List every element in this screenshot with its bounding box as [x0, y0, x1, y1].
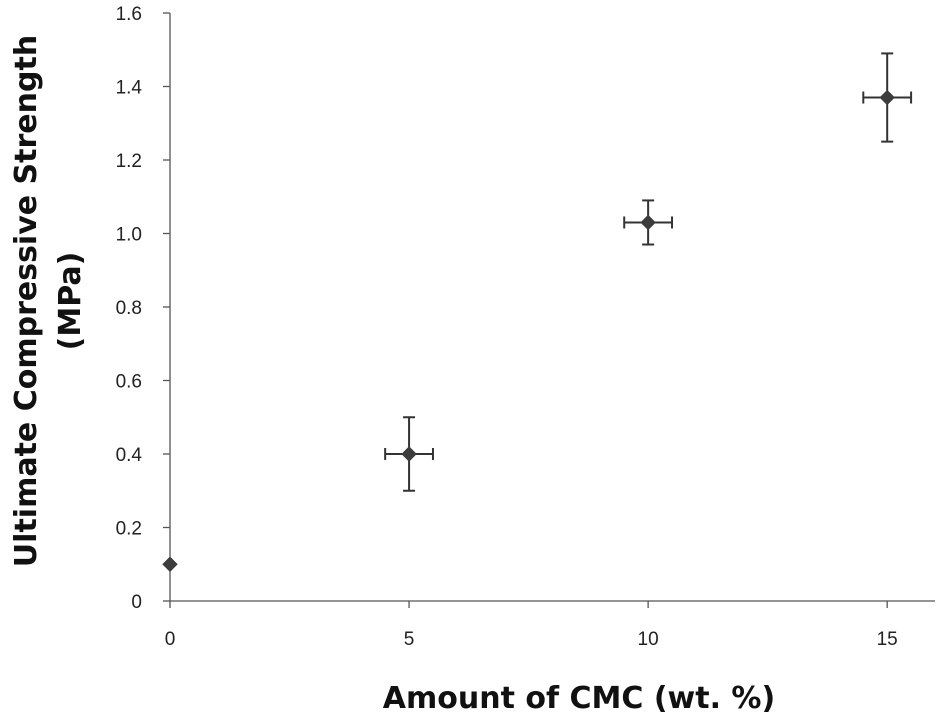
x-axis-title: Amount of CMC (wt. %): [383, 681, 775, 716]
error-bars: [384, 52, 913, 492]
y-tick-label: 1.6: [116, 4, 142, 25]
y-tick-label: 1.4: [116, 78, 143, 99]
x-axis: 0 5 10 15: [165, 600, 935, 650]
x-tick-label: 10: [638, 629, 659, 650]
y-axis-title-line-2: (MPa): [53, 252, 88, 351]
y-tick-label: 1.0: [116, 225, 142, 246]
y-axis-title: Ultimate Compressive Strength (MPa): [9, 35, 88, 567]
y-axis: 0 0.2 0.4 0.6 0.8 1.0 1.2 1.4 1.6: [116, 4, 171, 613]
data-points: [162, 89, 895, 572]
x-tick-label: 5: [404, 629, 415, 650]
y-tick-label: 0.8: [116, 298, 142, 319]
y-tick-label: 0: [131, 592, 142, 613]
data-point-diamond: [640, 214, 656, 231]
y-axis-title-line-1: Ultimate Compressive Strength: [9, 35, 44, 567]
data-point-diamond: [879, 89, 895, 106]
x-tick-label: 15: [877, 629, 898, 650]
y-tick-label: 1.2: [116, 151, 142, 172]
x-tick-label: 0: [165, 629, 176, 650]
data-point-diamond: [162, 556, 178, 572]
y-tick-label: 0.6: [116, 372, 142, 393]
data-point-diamond: [401, 446, 417, 462]
y-tick-label: 0.2: [116, 519, 142, 540]
y-tick-label: 0.4: [116, 445, 143, 466]
